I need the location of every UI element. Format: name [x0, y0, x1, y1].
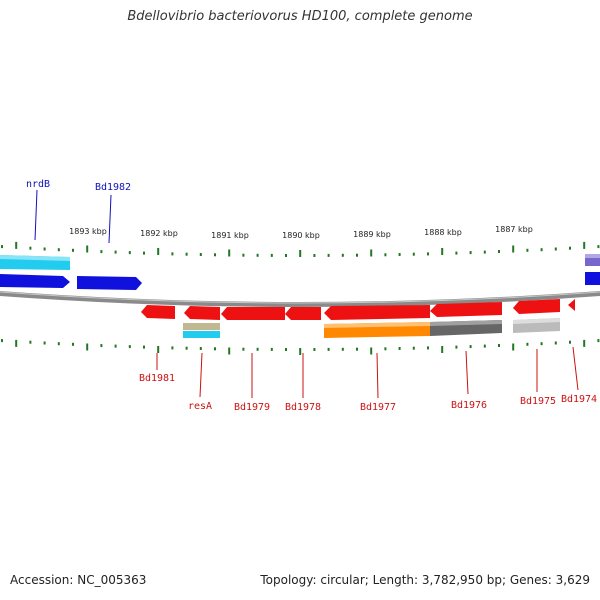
outer-tick-ring [1, 241, 600, 257]
tick-label: 1887 kbp [495, 225, 533, 234]
gene-label-Bd1982: Bd1982 [95, 182, 131, 193]
genome-backbone [0, 291, 600, 307]
label-leader-line [108, 194, 112, 244]
tick-label: 1891 kbp [211, 231, 249, 240]
reverse-cog-feature [430, 320, 502, 326]
label-leader-line [199, 352, 203, 398]
reverse-cog-feature [513, 318, 560, 324]
label-leader-line [34, 189, 38, 241]
forward-cds-arrow [0, 274, 70, 288]
tick-label: 1890 kbp [282, 231, 320, 240]
tick-label: 1889 kbp [353, 230, 391, 239]
tick-label: 1893 kbp [69, 227, 107, 236]
gene-label-Bd1978: Bd1978 [285, 402, 321, 413]
reverse-cds-arrow [184, 306, 220, 320]
reverse-cog-feature [183, 331, 220, 338]
label-leader-line [572, 346, 579, 391]
forward-cog-feature [0, 255, 70, 261]
reverse-cds-arrow [221, 307, 285, 320]
forward-cds-arrow [77, 276, 142, 290]
reverse-cog-feature [324, 322, 430, 328]
reverse-cds-arrow [324, 305, 430, 320]
reverse-cds-arrow [285, 307, 321, 320]
gene-label-nrdB: nrdB [26, 179, 50, 190]
gene-label-resA: resA [188, 401, 212, 412]
tick-labels: 1893 kbp 1892 kbp 1891 kbp 1890 kbp 1889… [69, 225, 533, 240]
reverse-cds-arrow [513, 299, 560, 314]
gene-label-Bd1976: Bd1976 [451, 400, 487, 411]
gene-label-Bd1975: Bd1975 [520, 396, 556, 407]
gene-label-Bd1977: Bd1977 [360, 402, 396, 413]
reverse-cds-arrow [568, 299, 575, 311]
gene-label-Bd1974: Bd1974 [561, 394, 597, 405]
forward-cds-arrow [585, 272, 600, 285]
genome-info-text: Topology: circular; Length: 3,782,950 bp… [260, 573, 590, 587]
tick-label: 1888 kbp [424, 228, 462, 237]
genome-backbone-highlight [0, 291, 600, 304]
accession-text: Accession: NC_005363 [10, 573, 147, 587]
map-title: Bdellovibrio bacteriovorus HD100, comple… [127, 9, 473, 24]
inner-tick-ring [1, 339, 600, 355]
gene-label-Bd1981: Bd1981 [139, 373, 175, 384]
label-leader-line [376, 352, 379, 399]
tick-label: 1892 kbp [140, 229, 178, 238]
forward-cog-feature [585, 254, 600, 258]
reverse-cog-feature [183, 323, 220, 330]
reverse-cds-arrow [430, 302, 502, 317]
reverse-cds-arrow [141, 305, 175, 319]
gene-label-Bd1979: Bd1979 [234, 402, 270, 413]
label-leader-line [465, 350, 469, 395]
